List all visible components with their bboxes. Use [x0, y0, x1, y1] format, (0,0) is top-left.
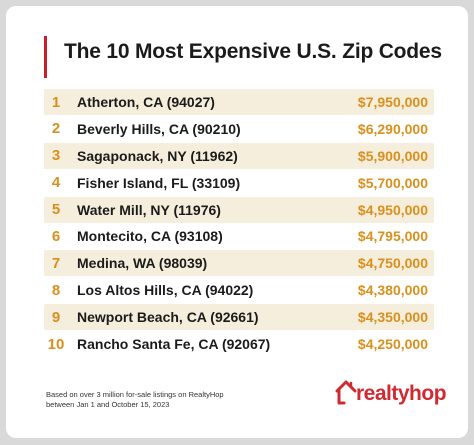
table-row: 7 Medina, WA (98039) $4,750,000 — [44, 250, 434, 277]
price-value: $4,380,000 — [357, 282, 428, 299]
table-row: 8 Los Altos Hills, CA (94022) $4,380,000 — [44, 277, 434, 303]
price-value: $4,950,000 — [357, 201, 428, 218]
table-row: 1 Atherton, CA (94027) $7,950,000 — [44, 89, 434, 115]
location-label: Los Altos Hills, CA (94022) — [77, 282, 254, 299]
logo-wordmark: realtyhop — [356, 382, 447, 405]
table-row: 9 Newport Beach, CA (92661) $4,350,000 — [44, 304, 434, 331]
table-row: 6 Montecito, CA (93108) $4,795,000 — [44, 223, 434, 249]
location-label: Water Mill, NY (11976) — [77, 201, 221, 218]
rank-number: 2 — [51, 120, 61, 138]
price-value: $4,795,000 — [357, 228, 428, 245]
location-label: Atherton, CA (94027) — [77, 94, 215, 110]
location-label: Montecito, CA (93108) — [77, 228, 223, 245]
ranking-table: 1 Atherton, CA (94027) $7,950,000 2 Beverly … — [44, 89, 434, 358]
price-value: $5,900,000 — [357, 147, 428, 164]
rank-number: 5 — [51, 201, 61, 219]
location-label: Medina, WA (98039) — [77, 255, 208, 272]
rank-number: 4 — [51, 174, 61, 192]
location-label: Newport Beach, CA (92661) — [77, 309, 259, 326]
rank-number: 3 — [51, 147, 61, 165]
price-value: $5,700,000 — [357, 174, 428, 191]
location-label: Sagaponack, NY (11962) — [77, 147, 238, 164]
table-row: 4 Fisher Island, FL (33109) $5,700,000 — [44, 170, 434, 196]
table-row: 10 Rancho Santa Fe, CA (92067) $4,250,000 — [44, 331, 434, 357]
rank-number: 1 — [51, 93, 61, 111]
footnote-line-2: between Jan 1 and October 15, 2023 — [46, 400, 170, 409]
table-row: 2 Beverly Hills, CA (90210) $6,290,000 — [44, 116, 434, 142]
realtyhop-logo: realtyhop — [335, 379, 447, 405]
infographic-card: The 10 Most Expensive U.S. Zip Codes 1 At… — [6, 6, 468, 438]
rank-number: 10 — [47, 335, 65, 353]
rank-number: 8 — [51, 281, 61, 299]
price-value: $7,950,000 — [357, 94, 428, 110]
price-value: $4,250,000 — [357, 336, 428, 353]
source-footnote: Based on over 3 million for-sale listing… — [46, 390, 224, 410]
page-title: The 10 Most Expensive U.S. Zip Codes — [64, 40, 442, 63]
location-label: Rancho Santa Fe, CA (92067) — [77, 336, 271, 353]
price-value: $6,290,000 — [357, 120, 428, 137]
price-value: $4,350,000 — [357, 309, 428, 326]
rank-number: 7 — [51, 254, 61, 272]
title-accent-bar — [44, 36, 47, 78]
price-value: $4,750,000 — [357, 255, 428, 272]
house-roof-icon — [335, 380, 357, 405]
rank-number: 9 — [51, 308, 61, 326]
location-label: Fisher Island, FL (33109) — [77, 174, 241, 191]
location-label: Beverly Hills, CA (90210) — [77, 120, 241, 137]
rank-number: 6 — [51, 227, 61, 245]
table-row: 5 Water Mill, NY (11976) $4,950,000 — [44, 196, 434, 223]
footnote-line-1: Based on over 3 million for-sale listing… — [46, 390, 224, 399]
table-row: 3 Sagaponack, NY (11962) $5,900,000 — [44, 142, 434, 169]
